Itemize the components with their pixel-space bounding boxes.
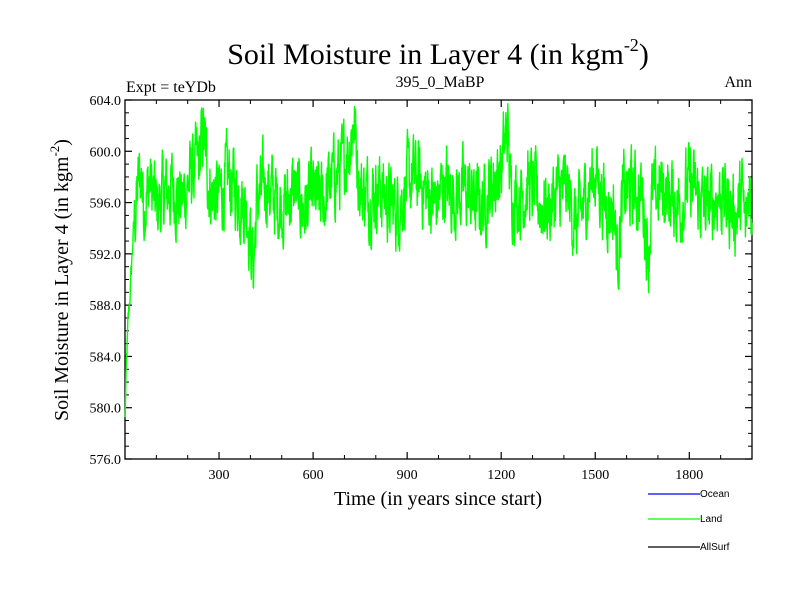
y-axis-label-superscript: -2 (47, 146, 62, 157)
y-tick-label: 600.0 (90, 145, 122, 160)
subtitle-season: Ann (724, 74, 752, 91)
x-tick-label: 600 (303, 468, 324, 483)
x-axis-ticks: 300 600 900 1200 1500 1800 (155, 100, 722, 483)
y-tick-label: 580.0 (90, 402, 122, 417)
y-axis-label-main: Soil Moisture in Layer 4 (in kgm (51, 156, 73, 421)
y-axis-label-close: ) (51, 139, 73, 146)
legend-label-land: Land (700, 514, 722, 525)
subtitle-period: 395_0_MaBP (396, 74, 485, 91)
x-tick-label: 900 (397, 468, 418, 483)
y-tick-label: 588.0 (90, 299, 122, 314)
chart-title-main: Soil Moisture in Layer 4 (in kgm (227, 38, 624, 71)
chart-title-superscript: -2 (624, 35, 639, 55)
legend: Ocean Land AllSurf (648, 489, 730, 553)
y-tick-label: 604.0 (90, 94, 122, 109)
y-tick-label: 584.0 (90, 350, 122, 365)
chart-title: Soil Moisture in Layer 4 (in kgm-2) (227, 35, 649, 71)
y-tick-label: 592.0 (90, 248, 122, 263)
y-tick-label: 576.0 (90, 453, 122, 468)
legend-label-allsurf: AllSurf (700, 542, 730, 553)
y-axis-label: Soil Moisture in Layer 4 (in kgm-2) (47, 139, 73, 421)
x-tick-label: 1200 (487, 468, 515, 483)
series-layer (124, 102, 753, 418)
y-axis-ticks: 576.0 580.0 584.0 588.0 592.0 596.0 600.0 604.0 (90, 94, 752, 468)
chart-title-close: ) (639, 38, 649, 71)
series-line-land (124, 102, 753, 418)
x-axis-label: Time (in years since start) (334, 488, 542, 510)
legend-label-ocean: Ocean (700, 489, 729, 500)
subtitle-experiment: Expt = teYDb (126, 79, 216, 96)
y-tick-label: 596.0 (90, 197, 122, 212)
x-tick-label: 1500 (581, 468, 609, 483)
x-tick-label: 1800 (675, 468, 703, 483)
x-tick-label: 300 (209, 468, 230, 483)
